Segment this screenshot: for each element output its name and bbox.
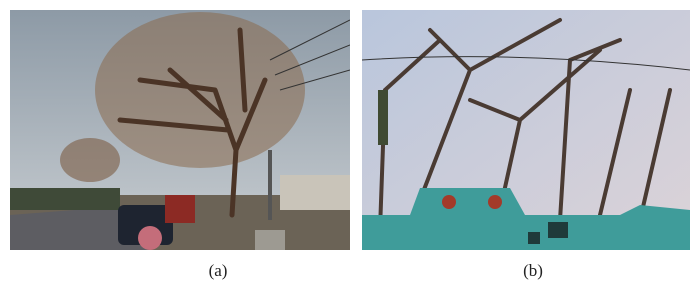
truck bbox=[165, 195, 195, 223]
pole bbox=[268, 150, 272, 220]
barrier bbox=[255, 230, 285, 250]
person bbox=[138, 226, 162, 250]
shrubs bbox=[10, 188, 120, 210]
figure: (a) (b) bbox=[0, 0, 696, 293]
building bbox=[280, 175, 350, 210]
wall-opening bbox=[548, 222, 568, 238]
hanging-cloth bbox=[378, 90, 388, 145]
wall-lamp bbox=[488, 195, 502, 209]
photo-b bbox=[362, 10, 690, 250]
caption-b: (b) bbox=[523, 261, 543, 280]
wall-opening bbox=[528, 232, 540, 244]
caption-a: (a) bbox=[209, 261, 228, 280]
page: (a) (b) (() => { const data = JSON.parse… bbox=[0, 0, 696, 293]
wall-lamp bbox=[442, 195, 456, 209]
tree-crown-small bbox=[60, 138, 120, 182]
photo-a bbox=[10, 10, 350, 250]
